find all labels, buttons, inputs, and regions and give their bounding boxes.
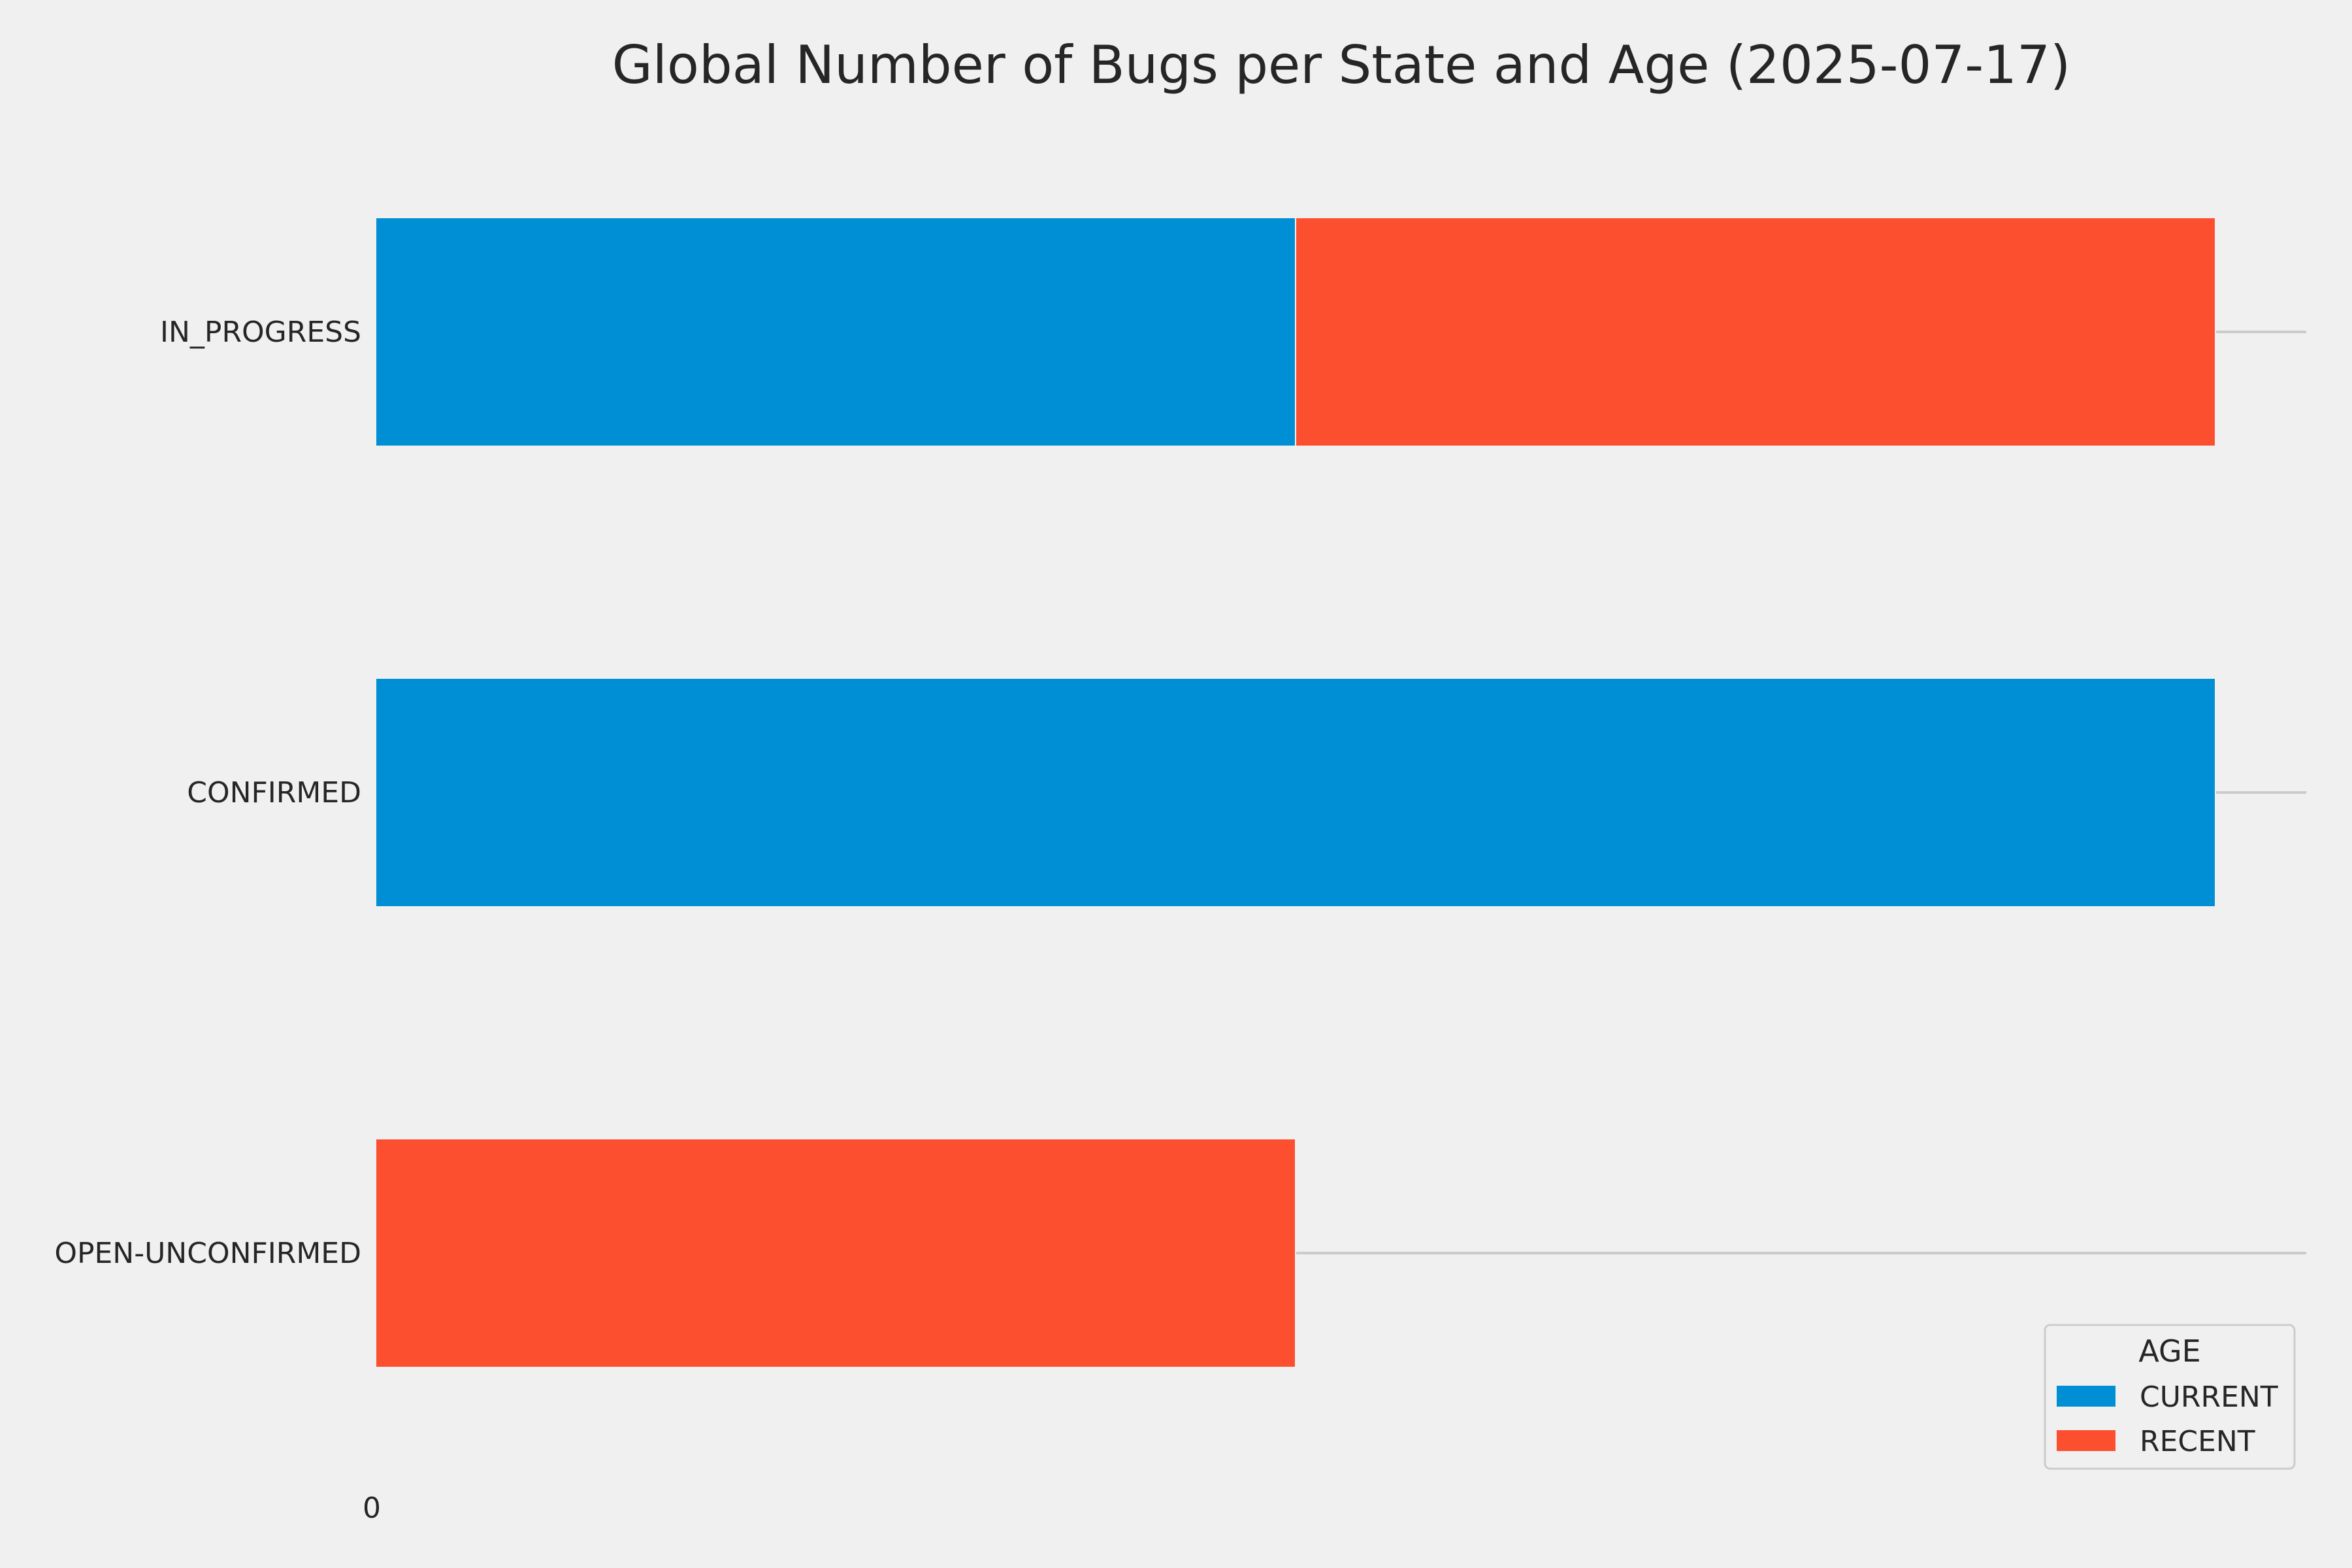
y-tick-label-confirmed: CONFIRMED [187,776,361,809]
legend-swatch-recent [2057,1430,2115,1451]
x-tick-label-0: 0 [363,1492,381,1525]
legend-label-recent: RECENT [2140,1425,2255,1458]
legend-items: CURRENT RECENT [2057,1380,2278,1458]
bar-in_progress-recent [1295,217,2216,447]
legend: AGE CURRENT RECENT [2044,1324,2296,1470]
legend-label-current: CURRENT [2140,1380,2278,1414]
bars [375,217,2216,1368]
bar-open-unconfirmed-recent [375,1138,1296,1368]
legend-swatch-current [2057,1386,2115,1407]
y-tick-label-open-unconfirmed: OPEN-UNCONFIRMED [54,1237,361,1270]
y-axis-tick-labels: IN_PROGRESS CONFIRMED OPEN-UNCONFIRMED [54,316,361,1270]
bar-in_progress-current [375,217,1296,447]
chart-title: Global Number of Bugs per State and Age … [612,35,2070,95]
bar-confirmed-current [375,678,2216,907]
legend-title: AGE [2138,1333,2200,1369]
x-axis-tick-labels: 0 [363,1492,381,1525]
y-tick-label-in_progress: IN_PROGRESS [160,316,361,349]
